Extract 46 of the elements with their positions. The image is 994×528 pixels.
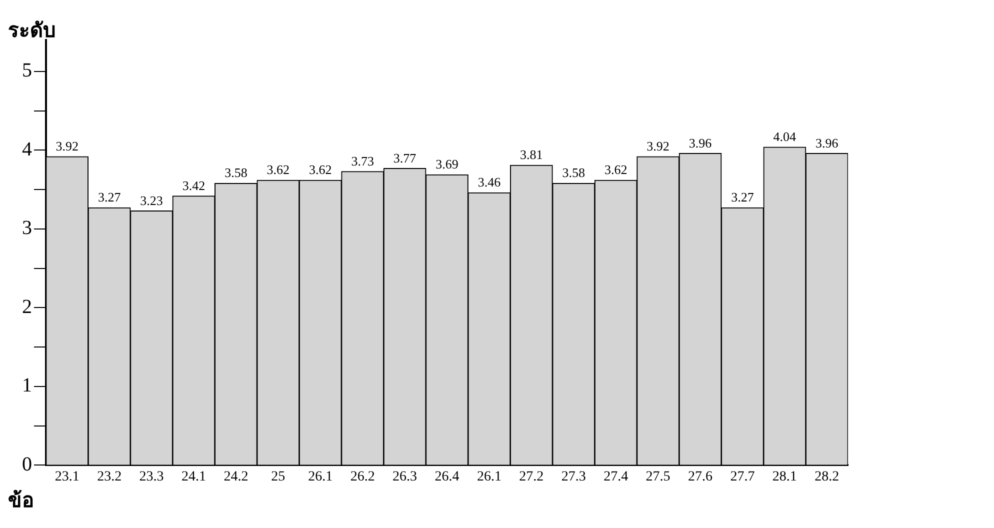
x-axis-title: ข้อ xyxy=(8,488,34,514)
data-label: 3.77 xyxy=(393,150,417,166)
x-tick-label: 28.2 xyxy=(814,469,840,484)
data-label: 3.62 xyxy=(266,162,290,178)
x-tick-label: 23.1 xyxy=(54,469,80,484)
x-tick-label: 23.2 xyxy=(97,469,122,484)
x-tick-label: 26.3 xyxy=(392,469,418,484)
y-tick-label: 3 xyxy=(22,217,32,240)
x-tick-label: 26.1 xyxy=(476,469,502,484)
data-label: 3.81 xyxy=(520,147,543,162)
data-label: 4.04 xyxy=(773,129,797,144)
data-label: 3.62 xyxy=(604,162,628,178)
data-label: 3.23 xyxy=(140,192,163,208)
data-label: 3.27 xyxy=(98,190,122,205)
y-tick-label: 2 xyxy=(22,296,32,318)
x-tick-label: 27.3 xyxy=(561,469,586,484)
x-tick-label: 27.2 xyxy=(519,469,544,484)
data-label: 3.46 xyxy=(478,174,502,190)
x-tick-label: 27.5 xyxy=(646,469,670,484)
data-label: 3.58 xyxy=(562,165,586,180)
data-label: 3.27 xyxy=(731,190,754,205)
data-label: 3.96 xyxy=(688,135,712,150)
x-tick-label: 26.1 xyxy=(308,469,333,484)
y-tick-label: 5 xyxy=(22,60,32,82)
data-label: 3.92 xyxy=(646,138,670,154)
data-label: 3.96 xyxy=(816,135,839,150)
y-tick-label: 4 xyxy=(22,138,32,160)
data-label: 3.58 xyxy=(224,165,248,180)
y-axis-title: ระดับ xyxy=(8,19,56,44)
x-tick-label: 26.2 xyxy=(350,469,375,484)
x-tick-label: 27.4 xyxy=(604,469,628,484)
data-label: 3.62 xyxy=(308,162,332,178)
y-tick-label: 1 xyxy=(22,374,32,397)
x-tick-label: 23.3 xyxy=(139,469,164,484)
x-tick-label: 26.4 xyxy=(434,469,460,484)
x-tick-label: 25 xyxy=(271,469,286,484)
y-tick-label: 0 xyxy=(22,453,32,476)
data-label: 3.73 xyxy=(351,153,374,168)
data-label: 3.42 xyxy=(182,178,206,193)
data-label: 3.69 xyxy=(436,156,458,172)
x-tick-label: 27.6 xyxy=(688,469,713,484)
x-tick-label: 27.7 xyxy=(730,469,755,484)
data-label: 3.92 xyxy=(56,138,78,154)
x-tick-label: 24.2 xyxy=(224,469,248,484)
x-tick-label: 24.1 xyxy=(181,469,206,484)
x-tick-label: 28.1 xyxy=(772,469,797,484)
